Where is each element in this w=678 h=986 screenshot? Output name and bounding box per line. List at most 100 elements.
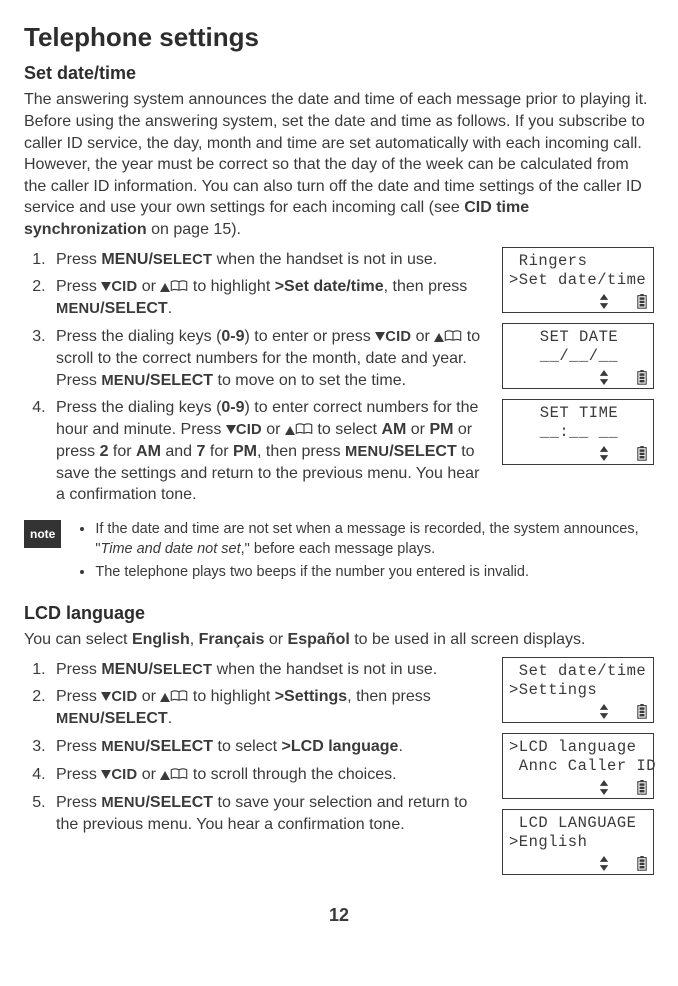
t: when the handset is not in use. [212,251,437,268]
t: MENU/ [101,661,153,678]
updown-icon [599,856,609,871]
t: Press [56,278,101,295]
t: AM [381,421,406,438]
lcd-line: >LCD language [509,738,649,757]
up-arrow-icon [160,692,170,702]
note-box: note If the date and time are not set wh… [24,520,654,587]
phonebook-icon [170,768,188,780]
t: . [398,738,402,755]
step-4: Press CID or to scroll through the choic… [50,764,492,786]
t: or [137,278,160,295]
t: Français [199,631,265,648]
t: /SELECT [100,300,168,317]
t: to highlight [188,278,274,295]
step-1: Press MENU/SELECT when the handset is no… [50,249,492,271]
page-number: 12 [24,903,654,927]
lcd-line: LCD LANGUAGE [509,814,649,833]
t: CID [111,689,137,705]
t: or [411,328,434,345]
updown-icon [599,780,609,795]
phonebook-icon [170,280,188,292]
updown-icon [599,446,609,461]
t: , then press [347,688,431,705]
down-arrow-icon [101,770,111,780]
down-arrow-icon [101,282,111,292]
steps-list-datetime: Press MENU/SELECT when the handset is no… [24,249,492,506]
t: or [137,688,160,705]
step-3: Press MENU/SELECT to select >LCD languag… [50,736,492,758]
phonebook-icon [295,423,313,435]
battery-icon [637,370,647,385]
down-arrow-icon [226,425,236,435]
lcd-lcdlanguage-menu: >LCD language Annc Caller ID [502,733,654,799]
t: MENU [56,301,100,317]
lcd-line: >Settings [509,681,649,700]
t: Time and date not set [101,541,241,557]
t: for [205,443,233,460]
lcd-line: __/__/__ [509,347,649,366]
intro-paragraph: The answering system announces the date … [24,89,654,240]
t: MENU [56,711,100,727]
up-arrow-icon [160,770,170,780]
t: , then press [384,278,468,295]
lcd-ringers: Ringers >Set date/time [502,247,654,313]
lcd-set-date: SET DATE __/__/__ [502,323,654,389]
step-1: Press MENU/SELECT when the handset is no… [50,659,492,681]
lcd-settings: Set date/time >Settings [502,657,654,723]
intro-text-tail: on page 15). [147,221,241,238]
step-3: Press the dialing keys (0-9) to enter or… [50,326,492,391]
lcd-intro: You can select English, Français or Espa… [24,629,654,651]
down-arrow-icon [101,692,111,702]
note-item: The telephone plays two beeps if the num… [95,563,654,583]
battery-icon [637,704,647,719]
note-list: If the date and time are not set when a … [75,520,654,587]
t: MENU [345,444,389,460]
lcd-line: Set date/time [509,662,649,681]
t: >LCD language [282,738,399,755]
t: ) to enter or press [245,328,376,345]
t: Español [288,631,350,648]
t: to select [213,738,281,755]
steps-list-lcdlang: Press MENU/SELECT when the handset is no… [24,659,492,836]
t: /SELECT [145,372,213,389]
t: SELECT [153,662,212,678]
t: or [406,421,429,438]
intro-text: The answering system announces the date … [24,91,647,216]
t: /SELECT [389,443,457,460]
t: or [264,631,287,648]
t: /SELECT [100,710,168,727]
updown-icon [599,294,609,309]
lcd-line: SET TIME [509,404,649,423]
step-4: Press the dialing keys (0-9) to enter co… [50,397,492,506]
up-arrow-icon [160,282,170,292]
up-arrow-icon [285,425,295,435]
t: . [168,300,172,317]
t: MENU [101,795,145,811]
lcd-line: >Set date/time [509,271,649,290]
t: English [132,631,190,648]
t: MENU [101,373,145,389]
updown-icon [599,704,609,719]
t: Press [56,794,101,811]
t: to select [313,421,381,438]
lcd-line: Annc Caller ID [509,757,649,776]
t: Press [56,251,101,268]
battery-icon [637,446,647,461]
t: PM [233,443,257,460]
t: Press [56,661,101,678]
lcd-set-time: SET TIME __:__ __ [502,399,654,465]
phonebook-icon [444,330,462,342]
t: to scroll through the choices. [188,766,396,783]
t: or [137,766,160,783]
t: >Set date/time [275,278,384,295]
t: CID [385,329,411,345]
t: CID [111,767,137,783]
t: CID [111,279,137,295]
phonebook-icon [170,690,188,702]
down-arrow-icon [375,332,385,342]
t: MENU [101,739,145,755]
t: . [168,710,172,727]
t: SELECT [153,252,212,268]
battery-icon [637,856,647,871]
t: You can select [24,631,132,648]
